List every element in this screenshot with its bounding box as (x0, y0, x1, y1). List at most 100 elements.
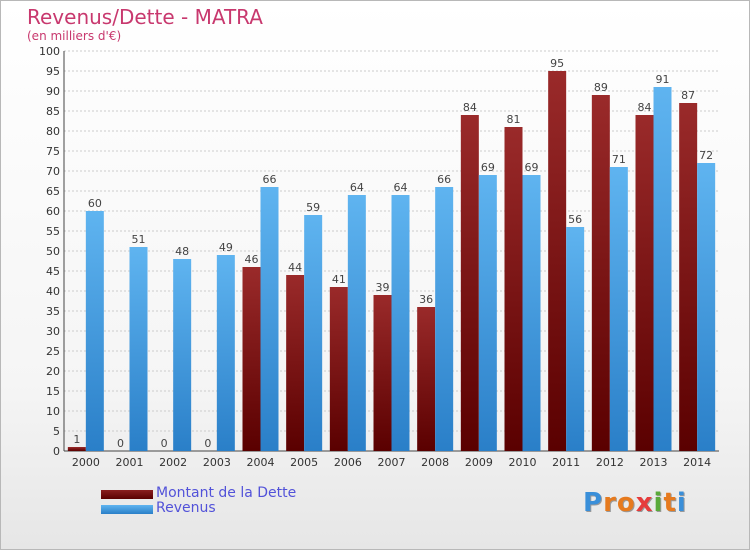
data-label-revenus: 66 (263, 173, 277, 186)
y-tick-label: 5 (53, 425, 60, 438)
x-tick-label: 2002 (159, 456, 187, 469)
y-tick-label: 90 (46, 85, 60, 98)
y-tick-label: 50 (46, 245, 60, 258)
data-label-debt: 46 (245, 253, 259, 266)
x-tick-label: 2005 (290, 456, 318, 469)
data-label-debt: 0 (117, 437, 124, 450)
data-label-debt: 87 (681, 89, 695, 102)
y-tick-label: 55 (46, 225, 60, 238)
bar-revenus (697, 163, 716, 451)
bar-revenus (216, 255, 235, 451)
data-label-revenus: 72 (699, 149, 713, 162)
x-tick-label: 2000 (72, 456, 100, 469)
chart-subtitle: (en milliers d'€) (27, 29, 122, 43)
y-tick-label: 10 (46, 405, 60, 418)
data-label-debt: 44 (288, 261, 302, 274)
bar-debt (67, 447, 86, 451)
data-label-revenus: 51 (132, 233, 146, 246)
bar-revenus (85, 211, 104, 451)
bar-debt (591, 95, 610, 451)
x-tick-label: 2004 (247, 456, 275, 469)
bar-debt (242, 267, 261, 451)
data-label-revenus: 64 (350, 181, 364, 194)
logo-letter: x (635, 488, 654, 518)
y-tick-label: 60 (46, 205, 60, 218)
data-label-debt: 1 (73, 433, 80, 446)
data-label-revenus: 48 (175, 245, 189, 258)
x-tick-label: 2008 (421, 456, 449, 469)
logo-letter: i (653, 488, 664, 518)
x-tick-label: 2013 (640, 456, 668, 469)
data-label-revenus: 60 (88, 197, 102, 210)
bar-revenus (653, 87, 672, 451)
bar-debt (417, 307, 436, 451)
y-tick-label: 95 (46, 65, 60, 78)
y-tick-label: 85 (46, 105, 60, 118)
logo-letter: o (616, 488, 636, 518)
data-label-debt: 89 (594, 81, 608, 94)
bar-debt (286, 275, 305, 451)
y-tick-label: 30 (46, 325, 60, 338)
data-label-revenus: 69 (525, 161, 539, 174)
bar-debt (679, 103, 698, 451)
legend-swatch-debt (101, 490, 153, 499)
data-label-debt: 41 (332, 273, 346, 286)
bar-revenus (260, 187, 279, 451)
y-tick-label: 65 (46, 185, 60, 198)
bar-revenus (304, 215, 323, 451)
logo-letter: i (676, 488, 687, 518)
data-label-revenus: 59 (306, 201, 320, 214)
bar-revenus (391, 195, 410, 451)
bar-chart: 0510152025303540455055606570758085909510… (39, 45, 719, 469)
data-label-debt: 95 (550, 57, 564, 70)
data-label-debt: 36 (419, 293, 433, 306)
bar-revenus (347, 195, 366, 451)
logo-letter: r (603, 488, 617, 518)
x-tick-label: 2001 (116, 456, 144, 469)
x-tick-label: 2011 (552, 456, 580, 469)
bar-revenus (435, 187, 454, 451)
data-label-debt: 84 (463, 101, 477, 114)
bars (67, 71, 716, 451)
bar-debt (373, 295, 392, 451)
x-tick-label: 2014 (683, 456, 711, 469)
y-tick-label: 45 (46, 265, 60, 278)
bar-revenus (478, 175, 497, 451)
data-label-revenus: 69 (481, 161, 495, 174)
y-tick-label: 15 (46, 385, 60, 398)
y-tick-label: 20 (46, 365, 60, 378)
bar-debt (635, 115, 654, 451)
bar-debt (329, 287, 348, 451)
bar-debt (548, 71, 567, 451)
x-tick-label: 2007 (378, 456, 406, 469)
bar-revenus (173, 259, 192, 451)
logo-letter: P (583, 488, 604, 518)
legend-label-debt: Montant de la Dette (156, 485, 297, 501)
legend-label-revenus: Revenus (156, 500, 216, 516)
logo-letter: t (663, 488, 677, 518)
legend-swatch-revenus (101, 505, 153, 514)
proxiti-logo: Proxiti (583, 488, 687, 518)
bar-revenus (522, 175, 541, 451)
x-tick-label: 2010 (509, 456, 537, 469)
y-tick-label: 100 (39, 45, 60, 58)
axes: 0510152025303540455055606570758085909510… (39, 45, 719, 469)
data-label-revenus: 91 (656, 73, 670, 86)
data-label-debt: 0 (161, 437, 168, 450)
y-tick-label: 80 (46, 125, 60, 138)
y-tick-label: 0 (53, 445, 60, 458)
bar-debt (504, 127, 523, 451)
x-tick-label: 2012 (596, 456, 624, 469)
y-tick-label: 70 (46, 165, 60, 178)
data-label-revenus: 49 (219, 241, 233, 254)
bar-revenus (129, 247, 148, 451)
x-tick-label: 2009 (465, 456, 493, 469)
x-tick-label: 2003 (203, 456, 231, 469)
bar-debt (460, 115, 479, 451)
data-label-debt: 81 (507, 113, 521, 126)
y-tick-label: 35 (46, 305, 60, 318)
data-label-revenus: 56 (568, 213, 582, 226)
y-tick-label: 75 (46, 145, 60, 158)
data-label-debt: 39 (376, 281, 390, 294)
